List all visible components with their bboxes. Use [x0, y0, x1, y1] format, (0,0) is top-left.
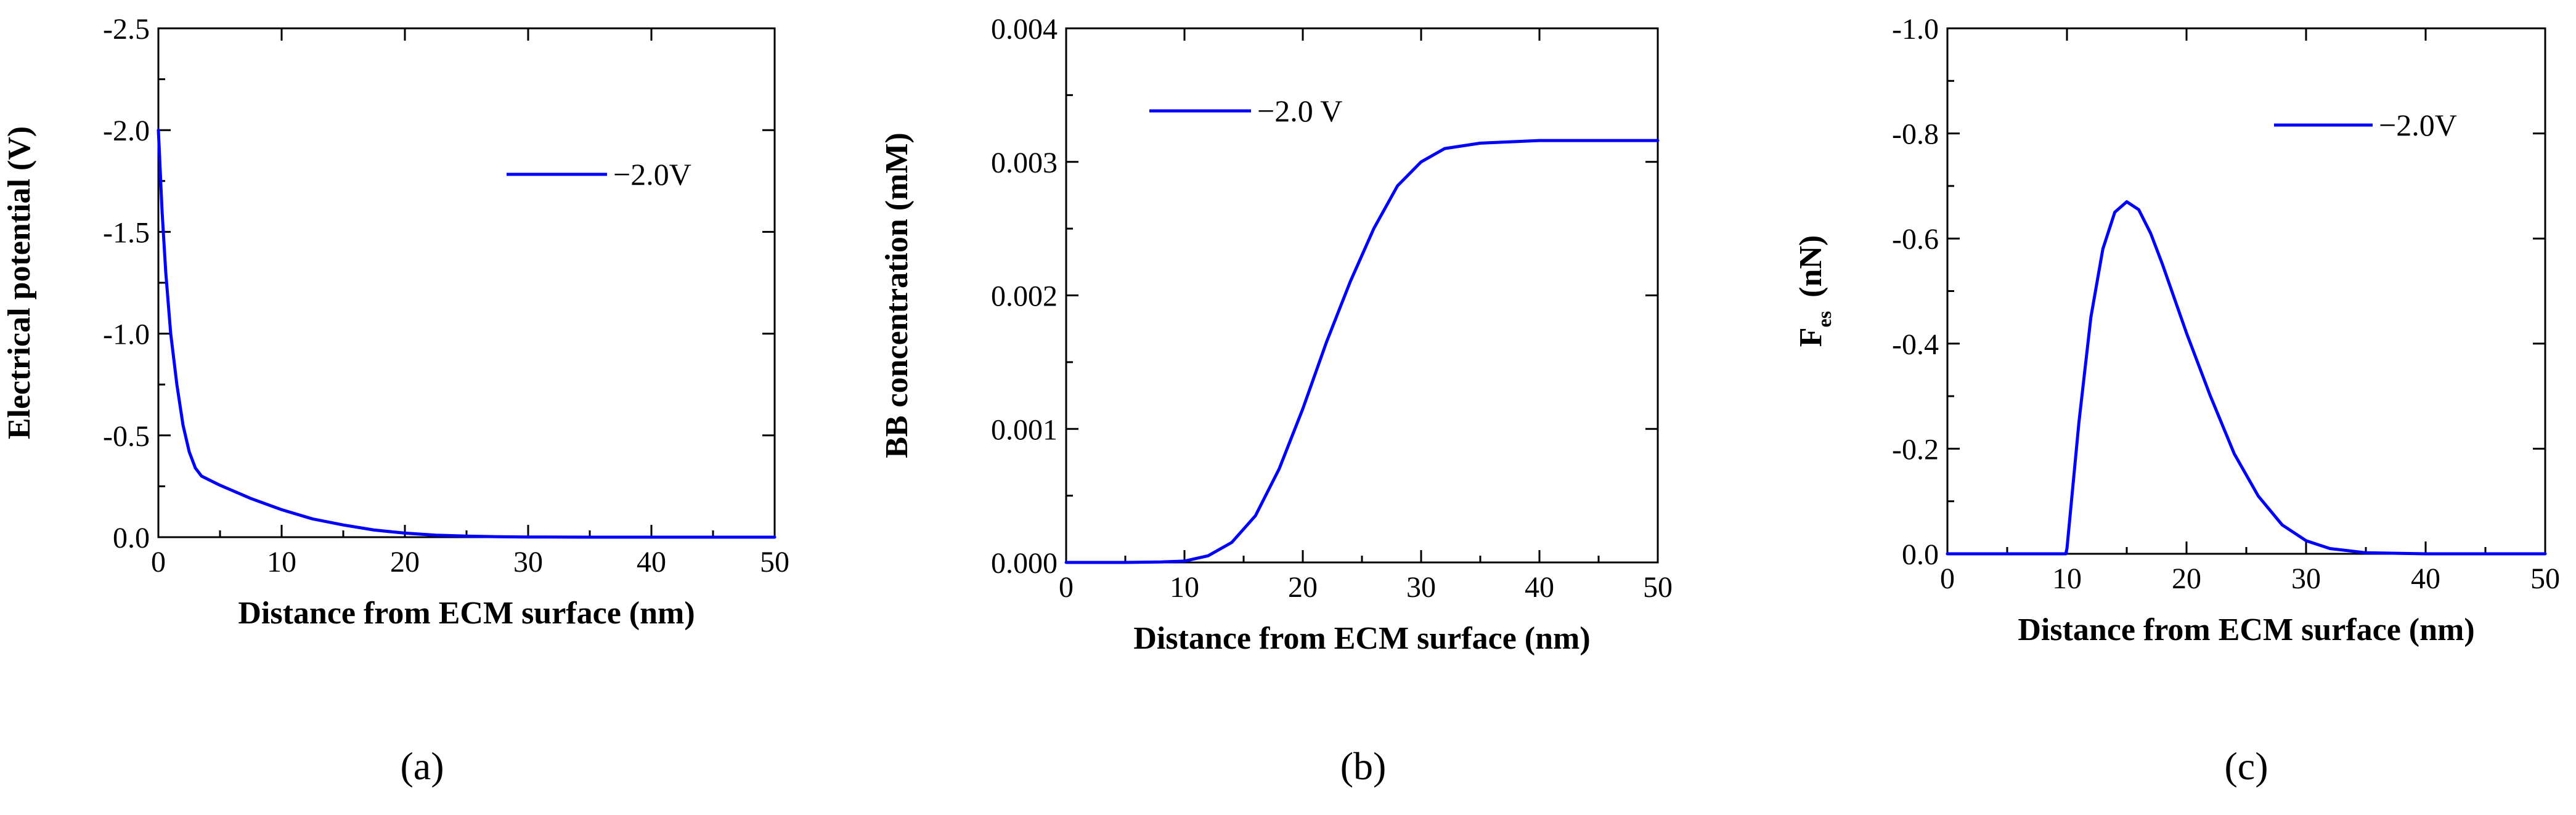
y-tick-label: 0.003 — [991, 147, 1058, 179]
y-tick-label: -0.8 — [1892, 118, 1939, 151]
x-tick-label: 20 — [1288, 571, 1318, 604]
y-tick-label: -1.5 — [103, 216, 150, 249]
x-tick-label: 20 — [2172, 562, 2201, 595]
x-axis-title: Distance from ECM surface (nm) — [1133, 621, 1590, 656]
y-tick-label: -0.2 — [1892, 433, 1939, 466]
x-tick-label: 40 — [637, 546, 666, 578]
x-tick-label: 30 — [513, 546, 543, 578]
panel-label: (a) — [400, 744, 444, 788]
chart-panel-b: 0 10 20 30 40 50 0.000 0.001 0.002 0.003 0.004 Dist… — [879, 13, 1673, 788]
y-tick-label: -2.0 — [103, 115, 150, 147]
legend-label: −2.0 V — [1257, 94, 1342, 128]
series-line-0 — [157, 128, 776, 539]
y-tick-label: 0.000 — [991, 547, 1058, 580]
legend-label: −2.0V — [613, 157, 691, 192]
panel-label: (b) — [1340, 744, 1387, 788]
plot-frame — [157, 27, 776, 538]
x-tick-label: 40 — [1525, 571, 1554, 604]
x-tick-label: 30 — [1406, 571, 1436, 604]
y-tick-label: -0.4 — [1892, 328, 1939, 361]
y-tick-label: 0.0 — [113, 522, 150, 554]
series-line-0 — [1064, 139, 1660, 564]
series-line-0 — [1946, 200, 2547, 556]
y-axis-title-main: F — [1793, 328, 1828, 347]
x-axis-title: Distance from ECM surface (nm) — [238, 596, 695, 631]
y-axis-title-main: Electrical potential (V) — [2, 126, 37, 439]
x-tick-label: 10 — [1170, 571, 1199, 604]
x-tick-label: 30 — [2291, 562, 2321, 595]
x-axis-title: Distance from ECM surface (nm) — [2018, 612, 2474, 647]
y-tick-label: -0.5 — [103, 420, 150, 453]
y-tick-label: 0.002 — [991, 280, 1058, 313]
y-axis-title: Electrical potential (V) — [2, 126, 37, 439]
x-tick-label: 50 — [760, 546, 789, 578]
plot-frame — [1065, 27, 1659, 564]
x-tick-label: 0 — [1059, 571, 1074, 604]
y-tick-label: 0.004 — [991, 13, 1058, 46]
chart-panel-c: 0 10 20 30 40 50 0.0 -0.2 -0.4 -0.6 -0.8 -1.0 Distan… — [1793, 13, 2560, 788]
y-axis-title: BB concentration (mM) — [879, 132, 915, 458]
x-tick-label: 0 — [151, 546, 166, 578]
y-tick-label: -0.6 — [1892, 223, 1939, 256]
panel-label: (c) — [2224, 744, 2268, 788]
legend-label: −2.0V — [2379, 108, 2457, 142]
chart-panel-a: 0 10 20 30 40 50 0.0 -0.5 -1.0 -1.5 -2.0 -2.5 Distan… — [2, 13, 789, 788]
x-tick-label: 50 — [1643, 571, 1673, 604]
x-tick-label: 10 — [2052, 562, 2082, 595]
x-tick-label: 10 — [267, 546, 296, 578]
x-tick-label: 0 — [1940, 562, 1955, 595]
x-tick-label: 50 — [2530, 562, 2560, 595]
y-tick-label: -2.5 — [103, 13, 150, 46]
y-axis-title-main: BB concentration (mM) — [879, 132, 915, 458]
y-axis-title: Fes (nN) — [1793, 235, 1835, 347]
x-tick-label: 20 — [390, 546, 420, 578]
y-axis-title-subscript: es — [1813, 311, 1835, 328]
y-axis-title-unit: (nN) — [1793, 235, 1828, 298]
y-tick-label: 0.0 — [1902, 538, 1939, 571]
y-tick-label: -1.0 — [1892, 13, 1939, 46]
y-tick-label: 0.001 — [991, 413, 1058, 446]
x-tick-label: 40 — [2411, 562, 2440, 595]
y-tick-label: -1.0 — [103, 318, 150, 351]
